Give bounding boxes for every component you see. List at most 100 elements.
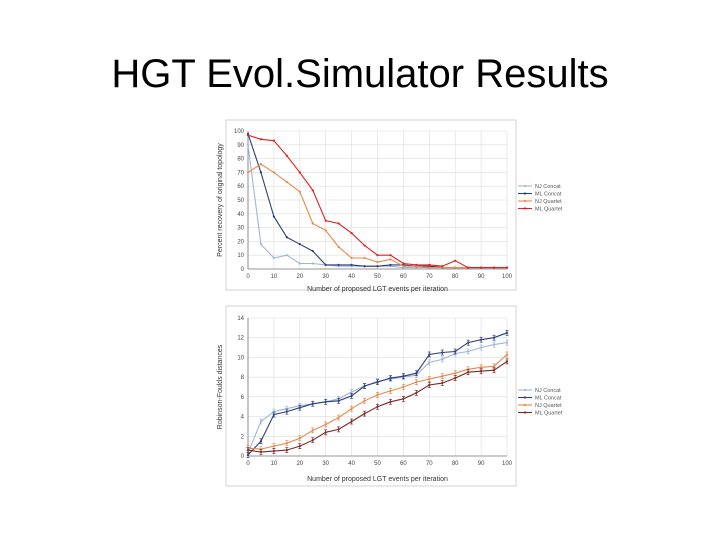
x-tick-label: 50 xyxy=(374,461,381,467)
data-point xyxy=(428,263,431,266)
y-tick-label: 10 xyxy=(237,253,244,259)
data-point xyxy=(389,254,392,257)
data-point xyxy=(363,384,366,388)
data-point xyxy=(311,439,314,442)
data-point xyxy=(363,256,366,260)
data-point xyxy=(402,262,405,265)
data-point xyxy=(272,139,275,142)
y-tick-label: 8 xyxy=(241,375,245,381)
data-point xyxy=(298,171,301,174)
data-point xyxy=(350,263,353,266)
y-axis-label: Robinson-Foulds distances xyxy=(217,344,224,429)
data-point xyxy=(363,244,366,247)
legend-label: NJ Concat xyxy=(535,388,561,394)
data-point xyxy=(402,265,405,268)
x-tick-label: 20 xyxy=(296,274,303,280)
y-tick-label: 60 xyxy=(237,184,244,190)
x-tick-label: 60 xyxy=(400,461,407,467)
x-tick-label: 80 xyxy=(452,461,459,467)
data-point xyxy=(363,412,366,415)
data-point xyxy=(492,343,496,346)
x-tick-label: 30 xyxy=(322,274,329,280)
y-tick-label: 20 xyxy=(237,239,244,245)
data-point xyxy=(324,263,327,266)
data-point xyxy=(480,370,483,373)
data-point xyxy=(441,375,444,378)
y-tick-label: 50 xyxy=(237,198,244,204)
legend-label: NJ Concat xyxy=(535,184,561,190)
series-ml-concat xyxy=(246,329,509,458)
y-tick-label: 10 xyxy=(237,355,244,361)
y-tick-label: 0 xyxy=(241,454,245,460)
data-point xyxy=(285,442,288,445)
y-tick-label: 12 xyxy=(237,336,244,342)
data-point xyxy=(311,222,314,225)
data-point xyxy=(428,378,431,381)
data-point xyxy=(480,346,483,349)
data-point xyxy=(441,358,444,361)
x-axis-label: Number of proposed LGT events per iterat… xyxy=(307,476,448,483)
data-point xyxy=(337,222,340,225)
data-point xyxy=(454,372,457,375)
data-point xyxy=(454,350,457,353)
x-tick-label: 50 xyxy=(374,274,381,280)
data-point xyxy=(324,431,327,434)
data-point xyxy=(246,171,250,174)
y-tick-label: 80 xyxy=(237,157,244,163)
data-point xyxy=(441,351,444,354)
x-tick-label: 0 xyxy=(246,461,250,467)
data-point xyxy=(298,437,301,440)
data-point xyxy=(246,134,250,137)
data-point xyxy=(389,400,392,403)
data-point xyxy=(337,428,340,431)
data-point xyxy=(259,138,263,141)
data-point xyxy=(505,266,509,269)
data-point xyxy=(376,380,379,384)
data-point xyxy=(246,448,250,452)
data-point xyxy=(428,353,431,356)
data-point xyxy=(389,389,392,393)
data-point xyxy=(350,420,353,423)
data-point xyxy=(298,262,301,265)
data-point xyxy=(324,219,327,222)
data-point xyxy=(285,448,288,452)
data-point xyxy=(337,416,340,419)
legend-marker xyxy=(523,411,527,414)
data-point xyxy=(428,266,431,269)
data-point xyxy=(480,266,483,269)
y-tick-label: 14 xyxy=(237,316,244,322)
data-point xyxy=(376,261,379,264)
x-tick-label: 10 xyxy=(271,274,278,280)
series-ml-quartet xyxy=(246,134,509,269)
data-point xyxy=(272,215,275,218)
data-point xyxy=(311,429,314,432)
legend-marker xyxy=(523,403,527,407)
x-tick-label: 70 xyxy=(426,274,433,280)
legend-marker xyxy=(523,199,527,203)
data-point xyxy=(492,365,496,368)
data-point xyxy=(272,171,275,174)
data-point xyxy=(298,190,301,193)
y-tick-label: 100 xyxy=(234,129,245,135)
data-point xyxy=(363,265,366,268)
x-tick-label: 60 xyxy=(400,274,407,280)
x-tick-label: 10 xyxy=(271,461,278,467)
legend-marker xyxy=(523,184,527,188)
slide-title: HGT Evol.Simulator Results xyxy=(111,52,609,96)
series-nj-quartet xyxy=(246,351,509,452)
data-point xyxy=(428,361,431,364)
x-axis-label: Number of proposed LGT events per iterat… xyxy=(307,286,448,293)
legend-label: ML Concat xyxy=(535,192,562,198)
data-point xyxy=(272,256,275,260)
data-point xyxy=(324,229,327,232)
data-point xyxy=(259,450,263,454)
y-tick-label: 70 xyxy=(237,170,244,176)
x-tick-label: 70 xyxy=(426,461,433,467)
legend-marker xyxy=(523,192,527,195)
data-point xyxy=(246,143,250,146)
y-tick-label: 40 xyxy=(237,212,244,218)
data-point xyxy=(415,380,418,384)
data-point xyxy=(492,336,496,339)
x-tick-label: 40 xyxy=(348,461,355,467)
